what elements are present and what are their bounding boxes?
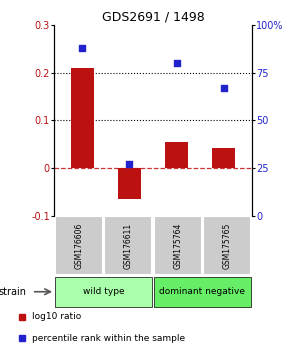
Title: GDS2691 / 1498: GDS2691 / 1498 — [102, 11, 204, 24]
Text: strain: strain — [0, 287, 27, 297]
Bar — [118, 168, 141, 199]
Text: log10 ratio: log10 ratio — [32, 312, 82, 321]
Text: GSM175764: GSM175764 — [173, 222, 182, 269]
Bar — [55, 277, 152, 307]
Bar — [154, 216, 202, 275]
Text: wild type: wild type — [83, 287, 124, 296]
Bar — [203, 216, 251, 275]
Point — [80, 45, 85, 51]
Text: GSM176611: GSM176611 — [124, 222, 133, 269]
Text: GSM176606: GSM176606 — [74, 222, 83, 269]
Point — [174, 60, 179, 66]
Bar — [165, 142, 188, 168]
Bar — [104, 216, 152, 275]
Text: GSM175765: GSM175765 — [223, 222, 232, 269]
Text: dominant negative: dominant negative — [160, 287, 245, 296]
Text: percentile rank within the sample: percentile rank within the sample — [32, 334, 185, 343]
Point — [221, 85, 226, 91]
Bar — [212, 148, 236, 168]
Point — [127, 161, 132, 167]
Bar — [154, 277, 251, 307]
Bar — [55, 216, 103, 275]
Bar — [70, 68, 94, 168]
